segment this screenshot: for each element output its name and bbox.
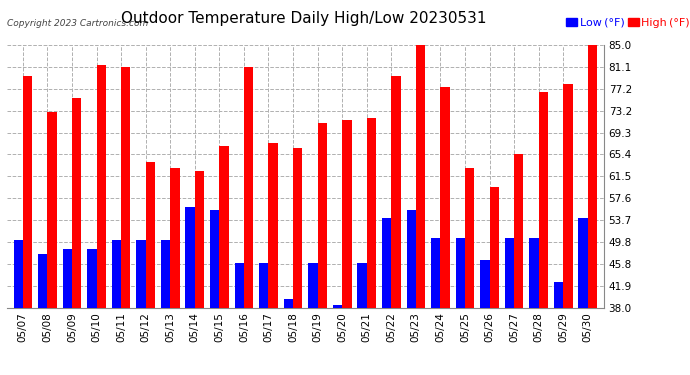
Bar (146, 162, 155, 308)
Bar (366, 118, 376, 308)
Bar (308, 263, 317, 308)
Bar (342, 120, 351, 308)
Bar (431, 238, 440, 308)
Bar (268, 143, 278, 308)
Bar (333, 305, 342, 308)
Bar (161, 240, 170, 308)
Bar (14, 240, 23, 308)
Bar (391, 76, 401, 307)
Bar (23, 76, 32, 307)
Bar (505, 238, 514, 308)
Bar (137, 240, 146, 308)
Bar (588, 45, 597, 308)
Legend: Low (°F), High (°F): Low (°F), High (°F) (565, 16, 690, 28)
Bar (219, 146, 228, 308)
Text: Copyright 2023 Cartronics.com: Copyright 2023 Cartronics.com (7, 19, 148, 28)
Bar (317, 123, 327, 308)
Bar (97, 64, 106, 308)
Bar (563, 84, 573, 308)
Bar (539, 93, 548, 308)
Bar (186, 207, 195, 308)
Bar (63, 249, 72, 308)
Bar (170, 168, 179, 308)
Bar (121, 68, 130, 308)
Bar (416, 45, 425, 308)
Bar (489, 188, 499, 308)
Bar (357, 263, 366, 308)
Bar (112, 240, 121, 308)
Bar (455, 238, 465, 308)
Bar (406, 210, 416, 308)
Bar (244, 68, 253, 308)
Text: Outdoor Temperature Daily High/Low 20230531: Outdoor Temperature Daily High/Low 20230… (121, 11, 486, 26)
Bar (259, 263, 268, 308)
Bar (38, 255, 48, 308)
Bar (293, 148, 302, 308)
Bar (87, 249, 97, 308)
Bar (72, 98, 81, 308)
Bar (195, 171, 204, 308)
Bar (529, 238, 539, 308)
Bar (235, 263, 244, 308)
Bar (440, 87, 450, 308)
Bar (480, 260, 489, 308)
Bar (210, 210, 219, 308)
Bar (382, 218, 391, 308)
Bar (48, 112, 57, 308)
Bar (465, 168, 474, 308)
Bar (554, 282, 563, 308)
Bar (578, 218, 588, 308)
Bar (514, 154, 524, 308)
Bar (284, 299, 293, 307)
